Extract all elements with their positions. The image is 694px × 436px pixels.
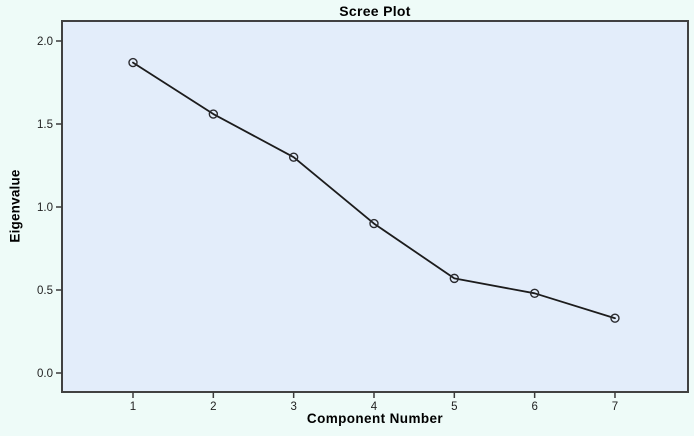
y-tick-label: 0.0: [37, 368, 53, 380]
plot-panel: [61, 20, 689, 393]
x-tick-label: 6: [531, 401, 537, 413]
y-tick-label: 1.0: [37, 202, 53, 214]
y-tick-label: 1.5: [37, 119, 53, 131]
data-point-3: [288, 152, 299, 162]
data-point-6: [529, 288, 540, 299]
y-tick-label: 2.0: [37, 36, 53, 48]
x-tick-label: 2: [210, 401, 216, 413]
scree-line: [132, 61, 616, 320]
data-point-1: [128, 57, 138, 68]
data-point-7: [610, 313, 620, 323]
data-point-5: [449, 273, 460, 284]
data-point-2: [208, 109, 219, 119]
chart-title: Scree Plot: [339, 3, 411, 19]
y-tick-label: 0.5: [37, 285, 53, 297]
x-tick-label: 4: [371, 401, 378, 413]
x-tick-label: 7: [612, 401, 618, 413]
data-point-4: [369, 218, 379, 229]
x-tick-label: 5: [451, 401, 457, 413]
x-axis-label: Component Number: [306, 411, 444, 426]
x-tick-label: 1: [130, 401, 136, 413]
x-tick-label: 3: [290, 401, 296, 413]
